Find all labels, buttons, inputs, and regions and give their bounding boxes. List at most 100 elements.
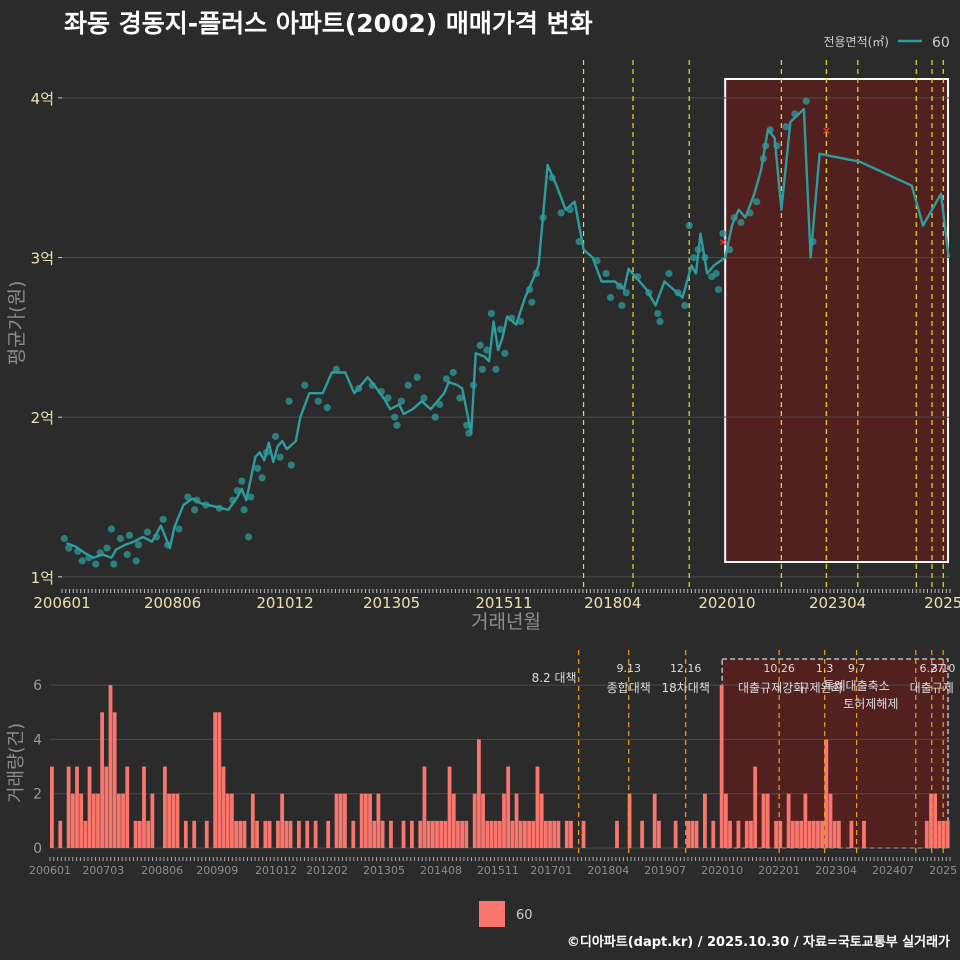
price-point — [606, 293, 615, 302]
volume-xtick-label: 202407 — [872, 864, 914, 877]
volume-bar — [125, 766, 130, 848]
volume-bar — [338, 793, 343, 848]
price-point — [393, 421, 401, 429]
price-point — [618, 301, 626, 310]
volume-bar — [305, 820, 310, 848]
price-x-axis-title: 거래년월 — [471, 611, 541, 633]
volume-bar — [351, 820, 356, 848]
volume-bar — [447, 766, 452, 848]
price-ytick-label: 2억 — [31, 409, 54, 427]
volume-bar — [83, 820, 88, 848]
price-point — [436, 400, 444, 409]
volume-xtick-label: 201012 — [255, 864, 297, 877]
volume-bar — [456, 820, 460, 848]
volume-bar — [137, 820, 142, 848]
volume-bar — [389, 820, 393, 848]
volume-bar — [242, 820, 247, 848]
volume-xtick-label: 201907 — [644, 864, 686, 877]
policy-date: 9.7 — [848, 662, 866, 675]
price-point — [258, 474, 266, 482]
price-point — [496, 325, 504, 333]
volume-bar — [615, 820, 619, 848]
volume-bar — [828, 793, 833, 848]
volume-bar — [548, 820, 552, 848]
price-point — [622, 289, 630, 297]
price-ytick-label: 1억 — [31, 569, 54, 587]
volume-bar — [656, 820, 661, 848]
volume-xtick-label: 200909 — [196, 864, 238, 877]
policy-label: 규제완화 — [799, 681, 843, 695]
price-point — [287, 461, 295, 469]
price-point — [238, 477, 246, 485]
price-point — [528, 298, 536, 306]
volume-xtick-label: 201408 — [420, 864, 462, 877]
volume-bar — [652, 793, 657, 848]
volume-bar — [142, 766, 146, 848]
price-point — [476, 341, 484, 349]
price-point — [404, 381, 412, 389]
volume-bar — [832, 820, 837, 848]
price-highlight-box — [724, 78, 949, 563]
volume-bar — [50, 766, 54, 848]
price-point — [478, 365, 486, 373]
volume-bar — [476, 739, 481, 848]
volume-bar — [133, 820, 138, 848]
volume-bar — [250, 793, 255, 848]
volume-bar — [799, 820, 804, 848]
volume-bar — [58, 820, 63, 848]
volume-bar — [104, 766, 109, 848]
price-point — [712, 269, 720, 278]
volume-bar — [234, 820, 238, 848]
volume-bar — [75, 766, 79, 848]
volume-bar — [849, 820, 854, 848]
volume-bar — [418, 820, 423, 848]
volume-bar — [581, 820, 586, 848]
volume-xtick-label: 200601 — [29, 864, 71, 877]
price-point — [602, 269, 610, 278]
volume-bar — [343, 793, 347, 848]
volume-bar — [552, 820, 557, 848]
policy-label: 종합대책 — [607, 680, 651, 695]
price-point — [301, 381, 309, 389]
volume-xtick-label: 201202 — [306, 864, 348, 877]
volume-bar — [807, 820, 812, 848]
volume-bar — [497, 820, 502, 848]
price-point — [737, 218, 745, 227]
volume-bar — [937, 820, 942, 848]
price-point — [276, 453, 284, 461]
price-xtick-label: 201305 — [363, 594, 420, 612]
volume-bar — [217, 712, 222, 848]
price-point — [240, 506, 248, 514]
volume-bar — [711, 820, 716, 848]
volume-bar — [422, 766, 427, 848]
price-y-axis-title: 평균가(원) — [6, 281, 28, 366]
price-legend-title: 전용면적(㎡) — [823, 35, 889, 49]
volume-bar — [472, 793, 477, 848]
volume-bar — [778, 820, 783, 848]
volume-bar — [284, 820, 289, 848]
price-point — [107, 525, 116, 533]
volume-bar — [774, 820, 778, 848]
price-point — [132, 557, 140, 565]
volume-bar — [736, 820, 741, 848]
volume-bar — [116, 793, 121, 848]
policy-date: 3.10 — [931, 662, 956, 675]
price-point — [714, 285, 723, 294]
volume-bar — [183, 820, 188, 848]
policy-label: 토허제해제 — [843, 697, 898, 711]
volume-bar — [363, 793, 368, 848]
volume-bar — [238, 820, 243, 848]
volume-bar — [761, 793, 766, 848]
price-point — [116, 534, 125, 543]
price-point — [681, 301, 689, 310]
volume-bar — [213, 712, 218, 848]
price-point — [413, 373, 421, 381]
volume-bar — [430, 820, 435, 848]
volume-bar — [439, 820, 444, 848]
volume-bar — [795, 820, 799, 848]
price-point — [656, 317, 664, 326]
volume-bar — [96, 793, 100, 848]
volume-bar — [464, 820, 469, 848]
volume-ytick-label: 6 — [33, 678, 42, 694]
volume-bar — [493, 820, 498, 848]
